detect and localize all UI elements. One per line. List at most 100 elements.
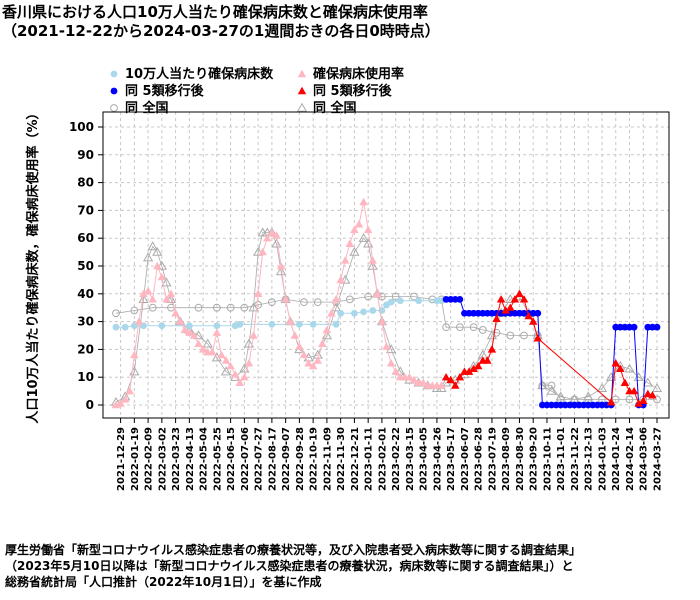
data-point-occupancy-kagawa <box>143 286 153 295</box>
data-point-bed-rate-national <box>345 295 354 304</box>
x-tick-label: 2022-06-15 <box>226 427 237 491</box>
data-point-bed-rate-kagawa <box>185 322 193 330</box>
data-point-occupancy-kagawa <box>221 356 231 364</box>
data-point-occupancy-kagawa <box>345 239 355 247</box>
data-point-occupancy-kagawa <box>171 309 180 317</box>
data-point-occupancy-national <box>349 246 360 256</box>
data-point-bed-rate-national <box>212 303 221 312</box>
data-point-occupancy-post-class5 <box>496 295 506 303</box>
legend-label: 確保病床使用率 <box>313 66 404 82</box>
x-tick-label: 2024-02-14 <box>625 427 636 491</box>
x-tick-label: 2022-07-06 <box>240 427 251 491</box>
data-point-occupancy-post-class5 <box>629 386 639 395</box>
y-tick-label: 90 <box>77 148 94 162</box>
x-tick-label: 2023-06-28 <box>474 427 485 491</box>
data-point-bed-rate-kagawa <box>332 320 340 328</box>
data-point-occupancy-kagawa <box>363 225 373 234</box>
x-axis: 2021-12-29 2022-01-19 2022-02-09 2022-03-02… <box>116 418 664 491</box>
x-tick-label: 2023-05-17 <box>446 427 457 491</box>
data-point-occupancy-national <box>253 246 264 256</box>
legend-marker <box>110 87 118 95</box>
x-tick-label: 2023-01-11 <box>364 427 375 491</box>
data-point-occupancy-kagawa <box>290 331 300 339</box>
data-point-bed-rate-kagawa <box>213 322 221 330</box>
data-point-occupancy-kagawa <box>272 231 281 239</box>
data-point-occupancy-national <box>220 366 232 376</box>
data-point-occupancy-kagawa <box>162 295 171 303</box>
data-point-bed-rate-kagawa <box>351 309 358 317</box>
data-point-occupancy-post-class5 <box>483 356 492 364</box>
data-point-occupancy-kagawa <box>166 289 176 297</box>
series-occupancy-kagawa <box>111 197 446 409</box>
y-axis-label: 人口10万人当たり確保病床数，確保病床使用率（%） <box>25 106 41 423</box>
data-point-occupancy-kagawa <box>313 356 322 364</box>
data-point-occupancy-national <box>165 294 177 304</box>
x-tick-label: 2022-04-13 <box>185 427 196 491</box>
data-point-occupancy-kagawa <box>418 378 428 386</box>
x-tick-label: 2023-12-13 <box>584 427 595 491</box>
data-point-bed-rate-national <box>300 298 308 307</box>
legend-label: 同 5類移行後 <box>313 83 393 99</box>
data-point-occupancy-post-class5 <box>473 361 483 370</box>
x-tick-label: 2021-12-29 <box>116 427 127 491</box>
x-tick-label: 2023-06-07 <box>460 427 471 491</box>
data-point-occupancy-kagawa <box>180 325 190 334</box>
data-point-occupancy-kagawa <box>340 256 350 264</box>
data-point-occupancy-national <box>193 330 204 340</box>
data-point-occupancy-national <box>202 338 213 348</box>
data-point-occupancy-kagawa <box>391 367 400 375</box>
chart-subtitle: （2021-12-22から2024-03-27の1週間おきの各日0時時点） <box>2 22 440 40</box>
data-point-occupancy-post-class5 <box>634 399 643 407</box>
source-note-line2: （2023年5月10日以降は「新型コロナウイルス感染症患者の療養状況，病床数等に… <box>5 558 573 573</box>
data-point-occupancy-national <box>555 391 566 401</box>
data-point-occupancy-kagawa <box>377 317 387 325</box>
data-point-occupancy-kagawa <box>120 395 130 403</box>
data-point-bed-rate-kagawa <box>268 320 276 328</box>
gridlines <box>103 112 669 418</box>
data-point-occupancy-kagawa <box>139 289 148 297</box>
data-point-occupancy-post-class5 <box>524 311 533 320</box>
data-point-occupancy-national <box>505 294 516 304</box>
data-point-bed-rate-national <box>469 323 478 332</box>
x-tick-label: 2022-03-23 <box>171 427 182 491</box>
y-tick-label: 70 <box>77 203 94 217</box>
x-tick-label: 2023-03-15 <box>405 427 416 491</box>
data-point-occupancy-kagawa <box>276 261 286 270</box>
data-point-occupancy-kagawa <box>359 197 368 206</box>
data-point-bed-rate-post-class5 <box>456 295 464 303</box>
data-point-bed-rate-kagawa <box>337 309 345 317</box>
x-tick-label: 2023-08-30 <box>515 427 526 491</box>
data-point-occupancy-post-class5 <box>611 359 620 367</box>
legend-item: 同 5類移行後 <box>297 83 393 99</box>
data-point-bed-rate-post-class5 <box>630 323 638 331</box>
data-point-occupancy-kagawa <box>175 317 185 325</box>
data-point-occupancy-kagawa <box>336 275 345 284</box>
data-point-occupancy-kagawa <box>373 289 382 297</box>
data-point-occupancy-kagawa <box>240 372 249 381</box>
data-point-occupancy-kagawa <box>331 295 341 303</box>
legend-marker <box>110 104 118 112</box>
data-point-bed-rate-national <box>194 303 203 312</box>
data-point-bed-rate-post-class5 <box>653 323 661 331</box>
legend-item: 10万人当たり確保病床数 <box>110 66 274 82</box>
x-tick-label: 2022-01-19 <box>130 427 141 491</box>
data-point-occupancy-kagawa <box>185 328 194 336</box>
x-tick-label: 2022-11-30 <box>336 427 347 491</box>
data-point-occupancy-national <box>243 338 255 348</box>
x-tick-label: 2023-04-26 <box>432 427 443 491</box>
data-point-occupancy-national <box>142 252 154 262</box>
data-point-bed-rate-kagawa <box>295 320 303 328</box>
data-point-bed-rate-kagawa <box>360 308 367 316</box>
data-point-occupancy-kagawa <box>244 359 254 367</box>
y-tick-label: 0 <box>86 398 94 412</box>
data-point-occupancy-kagawa <box>208 347 217 356</box>
data-point-occupancy-kagawa <box>318 339 327 348</box>
data-point-occupancy-kagawa <box>405 372 414 381</box>
data-point-bed-rate-kagawa <box>112 323 120 331</box>
data-point-bed-rate-national <box>112 309 120 318</box>
data-point-occupancy-national <box>152 246 163 256</box>
y-axis: 0 10 20 30 40 50 60 70 80 90 100 <box>69 120 103 412</box>
data-point-occupancy-kagawa <box>249 331 258 339</box>
data-point-occupancy-national <box>138 294 149 304</box>
